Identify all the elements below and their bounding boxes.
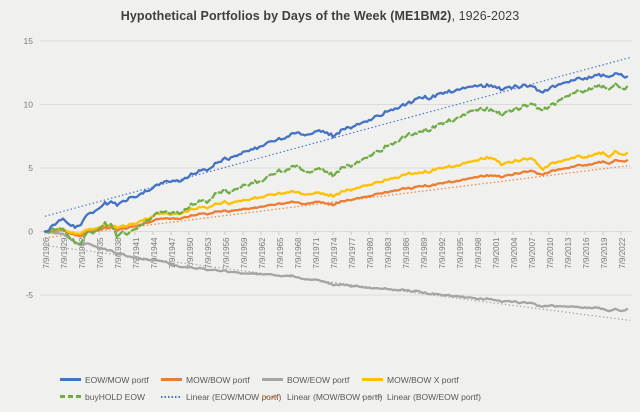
x-axis-tick-label: 7/9/1959 bbox=[240, 237, 249, 269]
x-axis-tick-label: 7/9/1980 bbox=[366, 237, 375, 269]
chart-title: Hypothetical Portfolios by Days of the W… bbox=[0, 9, 640, 23]
trendline bbox=[44, 244, 631, 321]
legend-label: MOW/BOW X portf bbox=[387, 374, 459, 385]
x-axis-tick-label: 7/9/1953 bbox=[204, 237, 213, 269]
chart-title-range: , 1926-2023 bbox=[451, 9, 520, 23]
trendline bbox=[44, 56, 631, 217]
series-line bbox=[43, 149, 629, 236]
x-axis-tick-label: 7/9/1983 bbox=[384, 237, 393, 269]
series-line bbox=[43, 230, 629, 313]
x-axis-tick-label: 7/9/2001 bbox=[492, 237, 501, 269]
legend-line-swatch bbox=[262, 378, 283, 381]
legend-line-swatch bbox=[362, 378, 383, 381]
legend-item: MOW/BOW X portf bbox=[362, 375, 532, 385]
x-axis-tick-label: 7/9/1932 bbox=[78, 237, 87, 269]
legend-label: Linear (BOW/EOW portf) bbox=[387, 391, 481, 402]
x-axis-tick-label: 7/9/1992 bbox=[438, 237, 447, 269]
legend-item: Linear (MOW/BOW portf) bbox=[262, 392, 382, 402]
x-axis-tick-label: 7/9/2004 bbox=[510, 237, 519, 269]
x-axis-tick-label: 7/9/1977 bbox=[348, 237, 357, 269]
x-axis-tick-label: 7/9/2019 bbox=[600, 237, 609, 269]
y-axis-tick-label: 0 bbox=[28, 227, 33, 237]
x-axis-tick-label: 7/9/2013 bbox=[564, 237, 573, 269]
x-axis-tick-label: 7/9/1956 bbox=[222, 237, 231, 269]
legend-item: Linear (EOW/MOW portf) bbox=[161, 392, 281, 402]
x-axis-tick-label: 7/9/1965 bbox=[276, 237, 285, 269]
x-axis-tick-label: 7/9/1926 bbox=[42, 237, 51, 269]
x-axis-tick-label: 7/9/1968 bbox=[294, 237, 303, 269]
legend-item: EOW/MOW portf bbox=[60, 375, 161, 385]
legend-line-swatch bbox=[161, 395, 182, 398]
legend-line-swatch bbox=[60, 395, 81, 398]
y-axis-tick-label: -5 bbox=[25, 290, 33, 300]
x-axis-tick-label: 7/9/1989 bbox=[420, 237, 429, 269]
legend-line-swatch bbox=[262, 395, 283, 398]
x-axis-tick-label: 7/9/2016 bbox=[582, 237, 591, 269]
legend-line-swatch bbox=[362, 395, 383, 398]
x-axis-tick-label: 7/9/1998 bbox=[474, 237, 483, 269]
legend-label: Linear (EOW/MOW portf) bbox=[186, 391, 282, 402]
y-axis-tick-label: 5 bbox=[28, 163, 33, 173]
y-axis-tick-label: 10 bbox=[24, 100, 34, 110]
legend-label: BOW/EOW portf bbox=[287, 374, 350, 385]
x-axis-tick-label: 7/9/2022 bbox=[618, 237, 627, 269]
x-axis-tick-label: 7/9/1935 bbox=[96, 237, 105, 269]
x-axis-tick-label: 7/9/1938 bbox=[114, 237, 123, 269]
legend-line-swatch bbox=[60, 378, 81, 381]
trendline bbox=[44, 164, 631, 239]
x-axis-tick-label: 7/9/1944 bbox=[150, 237, 159, 269]
x-axis-tick-label: 7/9/1971 bbox=[312, 237, 321, 269]
x-axis-tick-label: 7/9/1962 bbox=[258, 237, 267, 269]
legend-label: buyHOLD EOW bbox=[85, 391, 145, 402]
y-axis-tick-label: 15 bbox=[24, 36, 34, 46]
series-line bbox=[43, 72, 629, 233]
legend-item: Linear (BOW/EOW portf) bbox=[362, 392, 532, 402]
legend-label: Linear (MOW/BOW portf) bbox=[287, 391, 383, 402]
x-axis-tick-label: 7/9/1947 bbox=[168, 237, 177, 269]
x-axis-tick-label: 7/9/1950 bbox=[186, 237, 195, 269]
legend-item: MOW/BOW portf bbox=[161, 375, 262, 385]
legend-item: BOW/EOW portf bbox=[262, 375, 362, 385]
chart-title-main: Hypothetical Portfolios by Days of the W… bbox=[120, 9, 452, 23]
x-axis-tick-label: 7/9/1941 bbox=[132, 237, 141, 269]
x-axis-tick-label: 7/9/1995 bbox=[456, 237, 465, 269]
x-axis-tick-label: 7/9/2010 bbox=[546, 237, 555, 269]
x-axis-tick-label: 7/9/1986 bbox=[402, 237, 411, 269]
legend-item: buyHOLD EOW bbox=[60, 392, 161, 402]
x-axis-tick-label: 7/9/2007 bbox=[528, 237, 537, 269]
legend-line-swatch bbox=[161, 378, 182, 381]
x-axis-tick-label: 7/9/1929 bbox=[60, 237, 69, 269]
x-axis-tick-label: 7/9/1974 bbox=[330, 237, 339, 269]
series-line bbox=[43, 82, 629, 245]
legend-label: MOW/BOW portf bbox=[186, 374, 250, 385]
legend-label: EOW/MOW portf bbox=[85, 374, 149, 385]
chart-legend: EOW/MOW portf MOW/BOW portf BOW/EOW portf M… bbox=[60, 372, 532, 404]
